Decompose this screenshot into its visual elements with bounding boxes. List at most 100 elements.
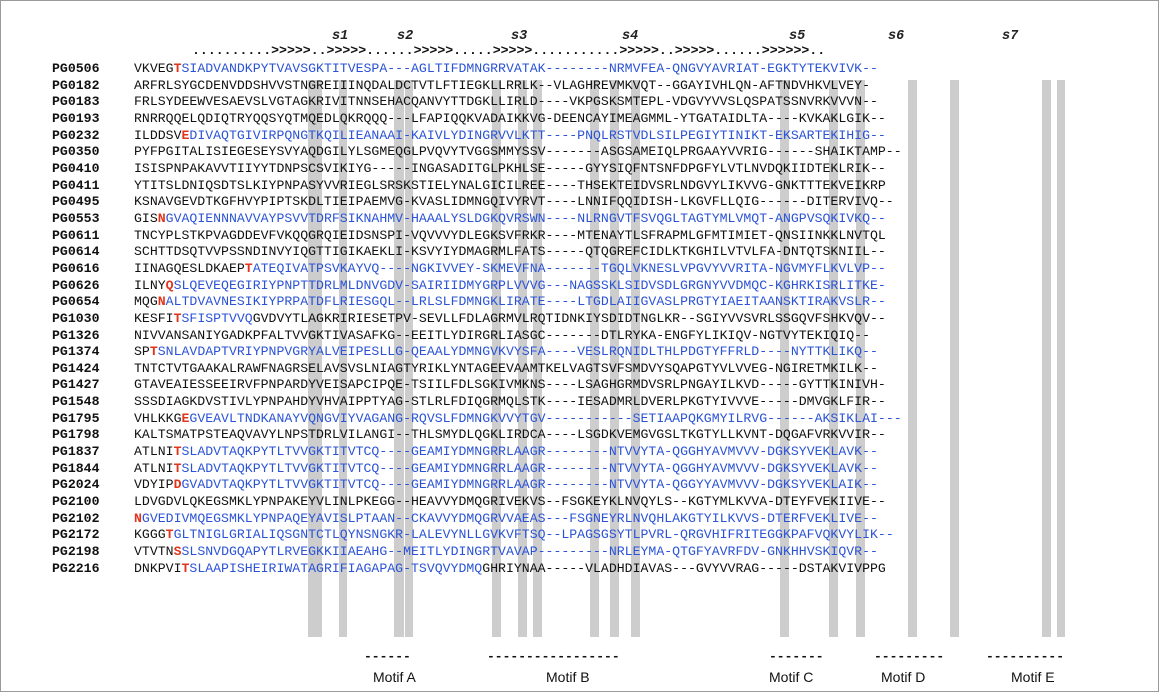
sequence-segment: KGGG: [134, 527, 166, 543]
sequence: NGVEDIVMQEGSMKLYPNPAQEYAVISLPTAAN--CKAVV…: [134, 511, 878, 527]
motif-b-dashes: -----------------: [487, 649, 620, 664]
protein-id: PG1424: [52, 360, 100, 376]
protein-id: PG2102: [52, 510, 100, 526]
conserved-column-band: [610, 80, 619, 637]
sequence-segment: IINAGQESLDKAEP: [134, 260, 245, 276]
sequence: VKVEGTSIADVANDKPYTVAVSGKTITVESPA---AGLTI…: [134, 61, 878, 77]
alignment-row: PG1374 SPTSNLAVDAPTVRIYPNPVGRYALVEIPESLLG…: [1, 344, 1158, 361]
sequence-segment: KSNAVGEVDTKGFHVYPIPTSKDLTIEIPAEMVG-KVASL…: [134, 194, 894, 210]
sequence-segment: MQG: [134, 294, 158, 310]
alignment-row: PG1798 KALTSMATPSTEAQVAVYLNPSTDRLVILANGI-…: [1, 427, 1158, 444]
sequence-segment: KESFI: [134, 310, 174, 326]
sequence: ILNYQSLQEVEQEGIRIYPNPTTDRLMLDNVGDV-SAIRI…: [134, 278, 886, 294]
conserved-column-band: [631, 80, 640, 637]
sequence-segment: SFISPTVVQ: [181, 310, 253, 326]
strand-label-s4: s4: [622, 29, 639, 44]
sequence-segment: GLTNIGLGRIALIQSGNTCTLQYNSNGKR-LALEVYNLLG…: [173, 527, 894, 543]
alignment-row: PG0495 KSNAVGEVDTKGFHVYPIPTSKDLTIEIPAEMVG…: [1, 194, 1158, 211]
motif-b-label: Motif B: [546, 669, 590, 685]
sequence-segment: ISISPNPAKAVVTIIYYTDNPSCSVIKIYG-----INGAS…: [134, 160, 886, 176]
conserved-column-band: [829, 80, 838, 637]
alignment-row: PG1795 VHLKKGEGVEAVLTNDKANAYVQNGVIYVAGANG…: [1, 411, 1158, 428]
alignment-row: PG0410 ISISPNPAKAVVTIIYYTDNPSCSVIKIYG----…: [1, 160, 1158, 178]
highlighted-residue: N: [157, 294, 166, 310]
sequence: KALTSMATPSTEAQVAVYLNPSTDRLVILANGI--THLSM…: [134, 427, 886, 443]
alignment-row: PG0182 ARFRLSYGCDENVDDSHVVSTNGREIIINQDALD…: [1, 77, 1158, 95]
conserved-column-band: [533, 80, 542, 637]
sequence: GISNGVAQIENNNAVVAYPSVVTDRFSIKNAHMV-HAAAL…: [134, 211, 886, 227]
protein-id: PG1427: [52, 377, 100, 393]
conserved-column-band: [908, 80, 917, 637]
highlighted-residue: T: [173, 61, 182, 76]
sequence-segment: FRLSYDEEWVESAEVSLVGTAGKRIVITNNSEHACQANVY…: [134, 94, 878, 110]
conserved-column-band: [780, 80, 789, 637]
protein-id: PG0616: [52, 260, 100, 276]
alignment-row: PG0350 PYFPGITALISIEGESEYSVYAQDGILYLSGMEQ…: [1, 144, 1158, 161]
sequence-segment: SCHTTDSQTVVPSSNDINVYIQGTTIGIKAEKLI-KSVYI…: [134, 244, 886, 260]
sequence-segment: ATLNI: [134, 460, 174, 476]
sequence-segment: TNCYPLSTKPVAGDDEVFVKQQGRQIEIDSNSPI-VQVVV…: [134, 227, 886, 243]
sequence-segment: SIADVANDKPYTVAVSGKTITVESPA---AGLTIFDMNGR…: [181, 61, 878, 76]
protein-id: PG1548: [52, 394, 100, 410]
secondary-structure-header: s1 s2 s3 s4 s5 s6 s7 ..........>>>>>..>>…: [1, 1, 1158, 81]
alignment-row: PG2024 VDYIPDGVADVTAQKPYTLTVVGKTITVTCQ---…: [1, 477, 1158, 494]
conserved-column-band: [339, 80, 347, 637]
highlighted-residue: S: [173, 544, 182, 560]
alignment-row: PG2100 LDVGDVLQKEGSMKLYPNPAKEYVLINLPKEGG-…: [1, 494, 1158, 511]
protein-id: PG0506: [52, 61, 100, 76]
sequence: ATLNITSLADVTAQKPYTLTVVGKTITVTCQ----GEAMI…: [134, 461, 878, 477]
highlighted-residue: T: [173, 460, 182, 476]
sequence-segment: ATEQIVATPSVKAYVQ----NGKIVVEY-SKMEVFNA---…: [252, 260, 886, 276]
conserved-column-band: [950, 80, 959, 637]
sequence-segment: SLQEVEQEGIRIYPNPTTDRLMLDNVGDV-SAIRIIDMYG…: [173, 277, 886, 293]
sequence-segment: ALTDVAVNESIKIYPRPATDFLRIESGQL--LRLSLFDMN…: [165, 294, 886, 310]
highlighted-residue: T: [149, 344, 158, 360]
alignment-row: PG0614 SCHTTDSQTVVPSSNDINVYIQGTTIGIKAEKLI…: [1, 244, 1158, 261]
protein-id: PG2100: [52, 494, 100, 510]
protein-id: PG1844: [52, 460, 100, 476]
strand-label-s3: s3: [511, 29, 528, 44]
sequence-segment: GTAVEAIESSEEIRVFPNPARDYVEISAPCIPQE-TSIIL…: [134, 377, 886, 393]
alignment-row: PG1030 KESFITSFISPTVVQGVDVYTLAGKRIRIESETP…: [1, 310, 1158, 328]
sequence: TNTCTVTGAAKALRAWFNAGRSELAVSVSLNIAGTYRIKL…: [134, 361, 878, 377]
alignment-row: PG0611 TNCYPLSTKPVAGDDEVFVKQQGRQIEIDSNSPI…: [1, 228, 1158, 245]
alignment-row: PG2172 KGGGTGLTNIGLGRIALIQSGNTCTLQYNSNGKR…: [1, 527, 1158, 544]
sequence: TNCYPLSTKPVAGDDEVFVKQQGRQIEIDSNSPI-VQVVV…: [134, 228, 886, 244]
alignment-row: PG0193 RNRRQQELQDIQTRYQQSYQTMQEDLQKRQQQ--…: [1, 110, 1158, 128]
alignment-row: PG1427 GTAVEAIESSEEIRVFPNPARDYVEISAPCIPQE…: [1, 377, 1158, 394]
strand-label-s1: s1: [332, 29, 349, 44]
sequence-segment: SP: [134, 344, 150, 360]
sequence-segment: SLSNVDGQAPYTLRVEGKKIIAEAHG--MEITLYDINGRT…: [181, 544, 878, 560]
sequence: KSNAVGEVDTKGFHVYPIPTSKDLTIEIPAEMVG-KVASL…: [134, 194, 894, 210]
conserved-column-band: [405, 80, 413, 637]
sequence-segment: SLADVTAQKPYTLTVVGKTITVTCQ----GEAMIYDMNGR…: [181, 460, 878, 476]
sequence-segment: ARFRLSYGCDENVDDSHVVSTNGREIIINQDALDCTVTLF…: [134, 77, 870, 93]
protein-id: PG0495: [52, 194, 100, 210]
alignment-row: PG0654 MQGNALTDVAVNESIKIYPRPATDFLRIESGQL-…: [1, 294, 1158, 311]
sequence: PYFPGITALISIEGESEYSVYAQDGILYLSGMEQGLPVQV…: [134, 144, 902, 160]
protein-id: PG2216: [52, 560, 100, 576]
sequence-segment: LDVGDVLQKEGSMKLYPNPAKEYVLINLPKEGG--HEAVV…: [134, 494, 886, 510]
sequence: ILDDSVEDIVAQTGIVIRPQNGTKQILIEANAAI-KAIVL…: [134, 128, 886, 144]
sequence-segment: ILNY: [134, 277, 166, 293]
conserved-column-band: [308, 80, 322, 637]
sequence-segment: VDYIP: [134, 477, 174, 493]
protein-id: PG0350: [52, 144, 100, 160]
sequence: LDVGDVLQKEGSMKLYPNPAKEYVLINLPKEGG--HEAVV…: [134, 494, 886, 510]
alignment-row: PG1326 NIVVANSANIYGADKPFALTVVGKTIVASAFKG-…: [1, 328, 1158, 345]
sequence: SCHTTDSQTVVPSSNDINVYIQGTTIGIKAEKLI-KSVYI…: [134, 244, 886, 260]
protein-id: PG2172: [52, 527, 100, 543]
protein-id: PG2198: [52, 544, 100, 560]
alignment-row: PG0506 VKVEGTSIADVANDKPYTVAVSGKTITVESPA--…: [1, 61, 1158, 78]
strand-label-s5: s5: [789, 29, 806, 44]
sequence: GTAVEAIESSEEIRVFPNPARDYVEISAPCIPQE-TSIIL…: [134, 377, 886, 393]
motif-a-label: Motif A: [373, 669, 416, 685]
sequence-segment: RNRRQQELQDIQTRYQQSYQTMQEDLQKRQQQ---LFAPI…: [134, 110, 886, 126]
alignment-row: PG0616 IINAGQESLDKAEPTATEQIVATPSVKAYVQ---…: [1, 260, 1158, 278]
conserved-column-band: [1042, 80, 1051, 637]
highlighted-residue: T: [173, 444, 182, 460]
sequence: ATLNITSLADVTAQKPYTLTVVGKTITVTCQ----GEAMI…: [134, 444, 878, 460]
sequence-segment: SLADVTAQKPYTLTVVGKTITVTCQ----GEAMIYDMNGR…: [181, 444, 878, 460]
